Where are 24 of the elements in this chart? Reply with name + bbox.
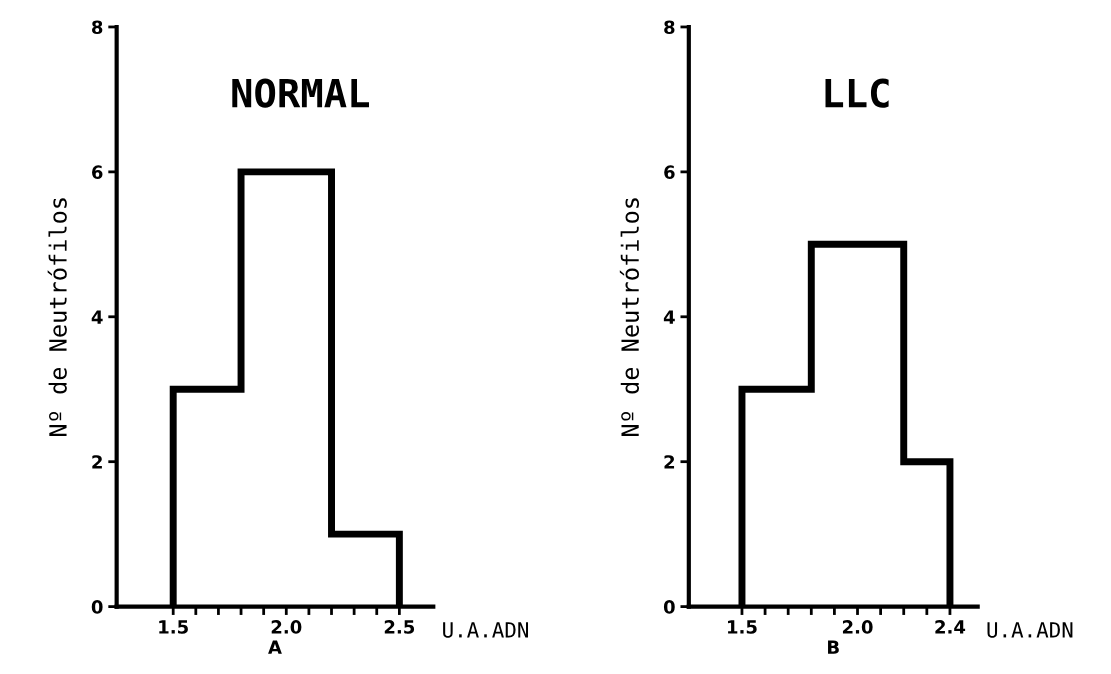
y-tick-label: 8 (92, 20, 103, 35)
x-tick-label: 2.4 (935, 620, 966, 634)
y-tick-label: 0 (91, 600, 103, 614)
x-tick-label: 1.5 (159, 620, 188, 634)
y-tick-label: 4 (663, 310, 675, 324)
x-tick-label: 2.5 (384, 620, 415, 634)
x-axis-title: A (268, 640, 282, 654)
x-tick-label: 1.5 (728, 620, 757, 634)
y-tick-label: 2 (664, 455, 675, 469)
text: LLC (825, 78, 889, 108)
y-tick-label: 4 (91, 310, 103, 324)
y-tick-label: 6 (664, 165, 675, 179)
y-tick-label: 2 (92, 455, 102, 469)
y-tick-label: 6 (92, 165, 103, 179)
y-tick-label: 0 (663, 600, 675, 614)
x-axis-title: B (828, 640, 839, 654)
text: U.A.ADN (443, 622, 529, 638)
y-axis-title: Nº de Neutrófilos (47, 198, 67, 436)
y-axis-title: Nº de Neutrófilos (619, 198, 640, 436)
x-tick-label: 2.0 (271, 620, 302, 634)
y-tick-label: 8 (664, 20, 675, 35)
text: U.A.ADN (987, 622, 1073, 638)
x-tick-label: 2.0 (842, 620, 873, 634)
text: NORMAL (232, 78, 369, 108)
